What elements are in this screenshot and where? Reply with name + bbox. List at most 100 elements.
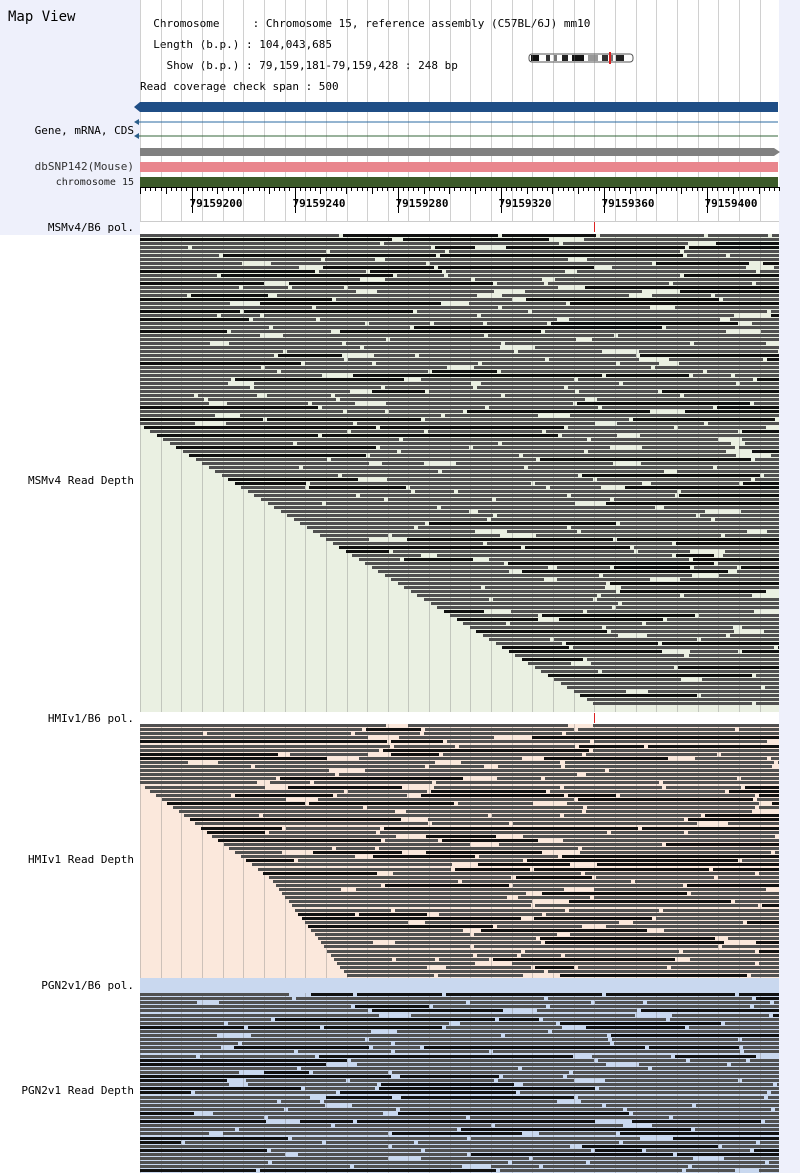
msmv4-read-depth-panel[interactable] xyxy=(140,234,779,712)
pgn2v1-read-depth-panel[interactable] xyxy=(140,993,779,1173)
dbsnp-track-bar[interactable] xyxy=(140,162,778,172)
sequence-read xyxy=(140,765,252,768)
sequence-read xyxy=(578,1095,765,1099)
sequence-read xyxy=(759,270,779,273)
ruler-tick xyxy=(165,187,167,194)
sequence-read xyxy=(638,350,778,353)
sequence-read xyxy=(520,1091,768,1095)
ruler-tick xyxy=(464,187,466,191)
sequence-read xyxy=(592,1054,671,1058)
sequence-read xyxy=(683,594,753,597)
sequence-read xyxy=(346,342,502,345)
grid-line xyxy=(676,234,678,712)
sequence-read xyxy=(702,678,779,681)
sequence-read xyxy=(140,1038,365,1042)
sequence-read xyxy=(495,498,611,501)
sequence-read xyxy=(723,554,779,557)
chromosome-ideogram-icon[interactable] xyxy=(528,52,636,64)
sequence-read xyxy=(708,234,769,237)
sequence-read xyxy=(564,760,775,764)
sequence-read xyxy=(437,266,594,269)
ruler-tick xyxy=(428,187,430,191)
sequence-read xyxy=(140,414,215,417)
msmv4-pol-strip[interactable] xyxy=(140,221,779,234)
sequence-read xyxy=(776,1083,779,1087)
sequence-read xyxy=(717,875,779,879)
sequence-read xyxy=(590,1161,766,1165)
sequence-read xyxy=(523,834,776,838)
sequence-read xyxy=(228,1021,449,1025)
hmiv1-read-depth-panel[interactable] xyxy=(140,724,779,978)
sequence-read xyxy=(675,554,714,557)
grid-line xyxy=(325,0,327,235)
sequence-read xyxy=(358,756,523,760)
sequence-read xyxy=(596,478,752,481)
sequence-read xyxy=(597,1058,687,1062)
sequence-read xyxy=(496,282,544,285)
grid-line xyxy=(346,234,348,712)
sequence-read xyxy=(772,234,779,237)
sequence-read xyxy=(140,1132,209,1136)
sequence-read xyxy=(652,1066,779,1070)
sequence-read xyxy=(184,1140,323,1144)
sequence-read xyxy=(587,806,755,809)
grid-line xyxy=(263,0,265,235)
sequence-read xyxy=(303,466,525,469)
sequence-read xyxy=(615,606,779,609)
sequence-read xyxy=(470,1152,673,1156)
sequence-read xyxy=(745,785,779,789)
sequence-read xyxy=(679,290,779,293)
sequence-read xyxy=(215,470,439,473)
sequence-read xyxy=(300,1066,519,1070)
sequence-read xyxy=(522,1066,649,1070)
sequence-read xyxy=(140,422,195,425)
sequence-read xyxy=(679,494,779,497)
sequence-read xyxy=(766,358,779,361)
grid-line xyxy=(532,0,534,235)
sequence-read xyxy=(298,859,523,863)
sequence-read xyxy=(404,586,482,589)
sequence-read xyxy=(616,422,704,425)
sequence-read xyxy=(370,454,520,457)
sequence-read xyxy=(397,1029,548,1033)
sequence-read xyxy=(325,502,575,505)
hmiv1-pol-strip[interactable] xyxy=(140,713,779,724)
sequence-read xyxy=(614,1042,779,1046)
sequence-read xyxy=(140,382,229,385)
sequence-read xyxy=(391,1132,522,1136)
sequence-read xyxy=(140,1087,301,1091)
sequence-read xyxy=(264,1070,310,1074)
ruler-tick xyxy=(274,187,276,191)
sequence-read xyxy=(684,394,779,397)
sequence-read xyxy=(167,801,305,805)
sequence-read xyxy=(386,402,574,405)
ruler-tick xyxy=(444,187,446,191)
sequence-read xyxy=(332,542,483,545)
sequence-read xyxy=(569,900,731,904)
gene-track[interactable] xyxy=(134,100,780,146)
sequence-read xyxy=(223,254,437,257)
sequence-read xyxy=(293,518,488,521)
sequence-read xyxy=(326,538,370,541)
sequence-read xyxy=(140,266,299,269)
ruler-tick xyxy=(727,187,729,191)
chromosome-track-bar[interactable] xyxy=(140,177,778,187)
ruler-tick xyxy=(552,187,554,194)
ruler-label: 79159240 xyxy=(292,197,346,210)
ruler-tick xyxy=(361,187,363,191)
ruler-label: 79159200 xyxy=(189,197,243,210)
sequence-read xyxy=(327,949,522,953)
pgn2v1-pol-strip[interactable] xyxy=(140,978,779,993)
sequence-read xyxy=(140,1161,268,1165)
sequence-read xyxy=(716,406,779,409)
sequence-read xyxy=(314,933,470,937)
grid-line xyxy=(759,724,761,978)
ruler-tick xyxy=(371,187,373,194)
grid-line xyxy=(160,0,162,235)
grid-line xyxy=(387,724,389,978)
sequence-read xyxy=(605,993,736,996)
sequence-read xyxy=(678,666,779,669)
sequence-read xyxy=(140,1017,271,1021)
ruler-tick xyxy=(304,187,306,191)
sequence-read xyxy=(752,322,779,325)
